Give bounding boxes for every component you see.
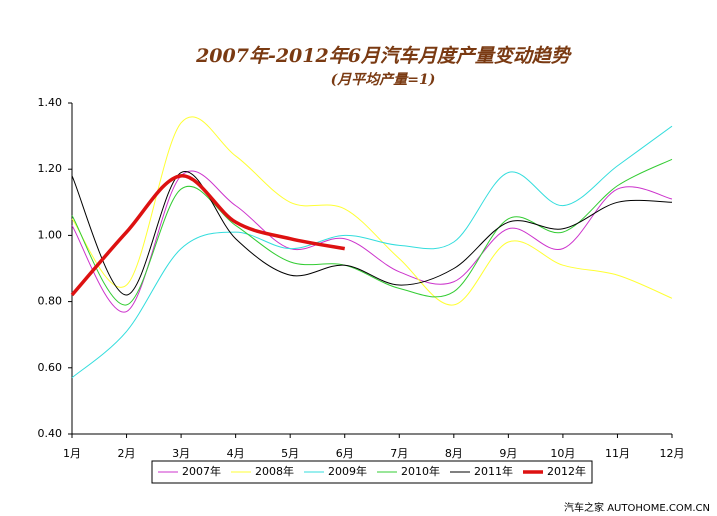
legend-label: 2011年 (474, 464, 513, 478)
x-tick-label: 7月 (390, 447, 408, 460)
x-tick-label: 2月 (118, 447, 136, 460)
chart-title: 2007年-2012年6月汽车月度产量变动趋势 (195, 45, 573, 67)
x-tick-label: 3月 (172, 447, 190, 460)
x-tick-label: 6月 (336, 447, 354, 460)
x-tick-label: 5月 (281, 447, 299, 460)
x-tick-label: 1月 (63, 447, 81, 460)
y-tick-label: 0.80 (38, 295, 63, 308)
x-tick-label: 11月 (605, 447, 630, 460)
legend-label: 2007年 (182, 464, 221, 478)
x-tick-label: 8月 (445, 447, 463, 460)
series-line (71, 125, 673, 379)
y-tick-label: 1.40 (38, 96, 63, 109)
x-tick-label: 12月 (660, 447, 685, 460)
x-tick-label: 9月 (499, 447, 517, 460)
series-line (70, 174, 346, 297)
x-tick-label: 10月 (550, 447, 575, 460)
chart-subtitle: (月平均产量=1) (331, 71, 436, 88)
x-tick-label: 4月 (227, 447, 245, 460)
y-tick-label: 0.60 (38, 361, 63, 374)
legend-label: 2012年 (547, 464, 586, 478)
y-tick-label: 1.00 (38, 228, 63, 241)
series-line (71, 171, 673, 296)
watermark: 汽车之家 AUTOHOME.COM.CN (564, 501, 710, 514)
legend-label: 2009年 (328, 464, 367, 478)
series-line (71, 116, 673, 306)
series-line (71, 158, 673, 306)
y-tick-label: 0.40 (38, 427, 63, 440)
series-line (71, 170, 673, 313)
legend-label: 2010年 (401, 464, 440, 478)
legend-label: 2008年 (255, 464, 294, 478)
legend-box (151, 460, 593, 484)
y-tick-label: 1.20 (38, 162, 63, 175)
